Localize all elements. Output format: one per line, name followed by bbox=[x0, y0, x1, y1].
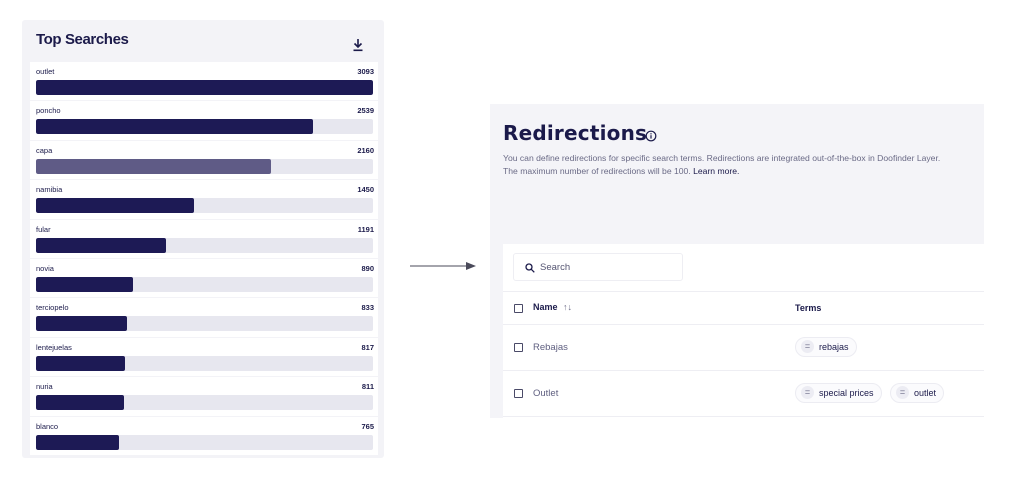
search-input[interactable]: Search bbox=[513, 253, 683, 281]
search-count: 1450 bbox=[357, 185, 374, 195]
search-term: novia bbox=[36, 263, 54, 273]
bar-fill bbox=[36, 276, 133, 292]
table-row[interactable]: Rebajas = rebajas bbox=[503, 325, 984, 371]
column-header-name[interactable]: Name bbox=[533, 302, 558, 312]
top-search-row: blanco 765 bbox=[30, 416, 378, 456]
search-term: nuria bbox=[36, 382, 53, 392]
column-header-terms: Terms bbox=[795, 303, 822, 313]
search-count: 3093 bbox=[357, 67, 374, 76]
bar-fill bbox=[36, 80, 373, 95]
top-searches-list: outlet 3093 poncho 2539 capa 2160 namibia 1450 f… bbox=[30, 62, 378, 456]
top-search-row: poncho 2539 bbox=[30, 101, 378, 141]
bar-fill bbox=[36, 316, 127, 332]
equals-icon: = bbox=[896, 386, 909, 400]
bar-fill bbox=[36, 355, 126, 371]
search-count: 1191 bbox=[357, 224, 374, 234]
top-search-row: fular 1191 bbox=[30, 219, 378, 259]
search-term: outlet bbox=[36, 67, 55, 76]
redirections-table-card: Search Name ↑↓ Terms Rebajas = rebajas Ou… bbox=[503, 244, 984, 418]
search-count: 2539 bbox=[357, 106, 374, 116]
search-count: 817 bbox=[361, 342, 374, 352]
bar-fill bbox=[36, 434, 120, 450]
search-count: 811 bbox=[361, 382, 374, 392]
search-term: poncho bbox=[36, 106, 61, 116]
search-placeholder: Search bbox=[540, 262, 571, 273]
download-icon[interactable] bbox=[352, 38, 364, 52]
select-all-checkbox[interactable] bbox=[514, 304, 523, 313]
term-chip-label: outlet bbox=[914, 388, 937, 398]
search-count: 2160 bbox=[357, 145, 374, 155]
term-chip-label: special prices bbox=[819, 388, 874, 398]
bar-fill bbox=[36, 395, 125, 411]
row-checkbox[interactable] bbox=[514, 389, 523, 398]
description-text: You can define redirections for specific… bbox=[503, 153, 941, 176]
redirection-name[interactable]: Rebajas bbox=[533, 342, 568, 353]
term-chip: = special prices bbox=[795, 383, 882, 403]
top-search-row: terciopelo 833 bbox=[30, 298, 378, 338]
equals-icon: = bbox=[801, 386, 814, 400]
term-chip: = rebajas bbox=[795, 337, 857, 357]
bar-track bbox=[36, 198, 373, 214]
search-term: blanco bbox=[36, 421, 59, 431]
redirections-title: Redirections bbox=[503, 121, 648, 145]
bar-track bbox=[36, 276, 373, 292]
bar-track bbox=[36, 158, 373, 174]
search-count: 890 bbox=[361, 263, 374, 273]
top-searches-title: Top Searches bbox=[36, 31, 129, 48]
search-icon bbox=[525, 263, 535, 273]
search-term: fular bbox=[36, 224, 51, 234]
top-search-row: namibia 1450 bbox=[30, 180, 378, 220]
bar-track bbox=[36, 119, 373, 135]
redirections-panel: Redirections You can define redirections… bbox=[490, 104, 984, 418]
bar-track bbox=[36, 395, 373, 411]
search-count: 833 bbox=[361, 303, 374, 313]
bar-track bbox=[36, 316, 373, 332]
term-chip-label: rebajas bbox=[819, 342, 849, 352]
bar-fill bbox=[36, 119, 313, 135]
top-search-row: lentejuelas 817 bbox=[30, 337, 378, 378]
top-search-row: nuria 811 bbox=[30, 377, 378, 417]
bar-fill bbox=[36, 198, 194, 214]
info-icon[interactable] bbox=[645, 130, 657, 142]
search-term: lentejuelas bbox=[36, 342, 72, 352]
redirections-description: You can define redirections for specific… bbox=[503, 152, 943, 177]
table-row[interactable]: Outlet = special prices = outlet bbox=[503, 371, 984, 417]
redirection-name[interactable]: Outlet bbox=[533, 388, 559, 399]
row-checkbox[interactable] bbox=[514, 343, 523, 352]
term-chip: = outlet bbox=[890, 383, 945, 403]
bar-track bbox=[36, 434, 373, 450]
search-term: capa bbox=[36, 145, 53, 155]
top-searches-panel: Top Searches outlet 3093 poncho 2539 capa 216… bbox=[22, 20, 384, 458]
bar-track bbox=[36, 355, 373, 371]
table-header: Name ↑↓ Terms bbox=[503, 291, 984, 325]
search-count: 765 bbox=[361, 421, 374, 431]
search-term: terciopelo bbox=[36, 303, 69, 313]
bar-track bbox=[36, 237, 373, 253]
bar-fill bbox=[36, 237, 166, 253]
arrow-right-icon bbox=[410, 262, 476, 270]
bar-track bbox=[36, 80, 373, 95]
learn-more-link[interactable]: Learn more. bbox=[693, 165, 740, 176]
search-term: namibia bbox=[36, 185, 63, 195]
top-search-row: outlet 3093 bbox=[30, 62, 378, 102]
bar-fill bbox=[36, 158, 272, 174]
sort-icon[interactable]: ↑↓ bbox=[563, 302, 572, 312]
equals-icon: = bbox=[801, 340, 814, 354]
top-search-row: capa 2160 bbox=[30, 140, 378, 181]
top-search-row: novia 890 bbox=[30, 258, 378, 299]
